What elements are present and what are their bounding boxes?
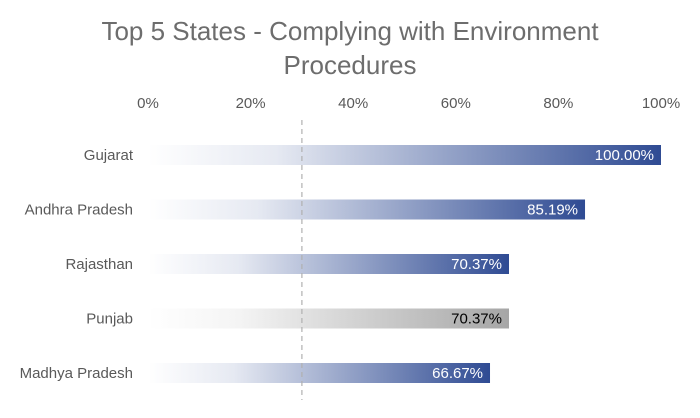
data-label: 66.67% (432, 365, 483, 382)
bar (148, 199, 586, 220)
bar (148, 308, 509, 329)
bar (148, 363, 491, 383)
x-tick-label: 100% (642, 95, 680, 112)
category-labels: Gujarat Andhra Pradesh Rajasthan Punjab Madh… (20, 147, 134, 382)
chart-title-line-2: Procedures (283, 50, 417, 80)
category-label: Rajasthan (65, 256, 133, 273)
x-axis-ticks: 0% 20% 40% 60% 80% 100% (137, 95, 680, 112)
bars (148, 145, 661, 383)
category-label: Punjab (86, 311, 133, 328)
x-tick-label: 0% (137, 95, 159, 112)
category-label: Andhra Pradesh (25, 202, 133, 219)
x-tick-label: 80% (543, 95, 573, 112)
x-tick-label: 20% (236, 95, 266, 112)
x-tick-label: 40% (338, 95, 368, 112)
category-label: Madhya Pradesh (20, 365, 133, 382)
chart-title: Top 5 States - Complying with Environmen… (0, 14, 700, 82)
data-label: 100.00% (595, 147, 654, 164)
bar (148, 254, 509, 274)
chart-title-line-1: Top 5 States - Complying with Environmen… (101, 16, 599, 46)
x-tick-label: 60% (441, 95, 471, 112)
data-label: 70.37% (451, 256, 502, 273)
data-labels: 100.00% 85.19% 70.37% 70.37% 66.67% (432, 147, 654, 382)
data-label: 85.19% (527, 202, 578, 219)
data-label: 70.37% (451, 311, 502, 328)
bar (148, 145, 661, 165)
category-label: Gujarat (84, 147, 134, 164)
